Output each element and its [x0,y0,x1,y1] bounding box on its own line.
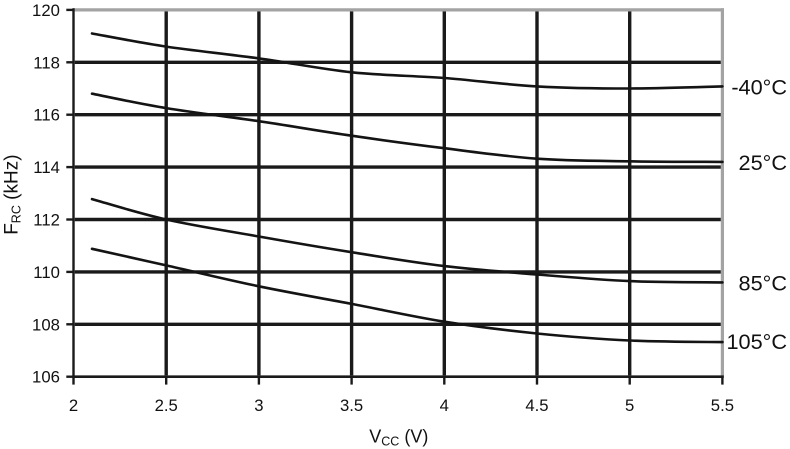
svg-text:2: 2 [69,396,78,415]
svg-text:112: 112 [33,211,60,230]
svg-text:85°C: 85°C [739,271,787,296]
svg-text:2.5: 2.5 [155,396,178,415]
svg-text:114: 114 [33,158,60,177]
svg-text:VCC (V): VCC (V) [369,427,428,449]
svg-text:4.5: 4.5 [525,396,548,415]
svg-text:105°C: 105°C [726,329,787,354]
svg-text:4: 4 [440,396,449,415]
svg-text:120: 120 [32,1,60,20]
svg-text:5: 5 [625,396,634,415]
svg-text:25°C: 25°C [739,150,787,175]
svg-text:5.5: 5.5 [711,396,734,415]
svg-text:-40°C: -40°C [731,75,787,100]
svg-text:3: 3 [254,396,263,415]
svg-text:116: 116 [33,106,60,125]
svg-text:108: 108 [32,315,60,334]
svg-text:3.5: 3.5 [340,396,363,415]
svg-text:110: 110 [33,263,60,282]
svg-text:106: 106 [32,368,60,387]
svg-text:118: 118 [33,53,60,72]
